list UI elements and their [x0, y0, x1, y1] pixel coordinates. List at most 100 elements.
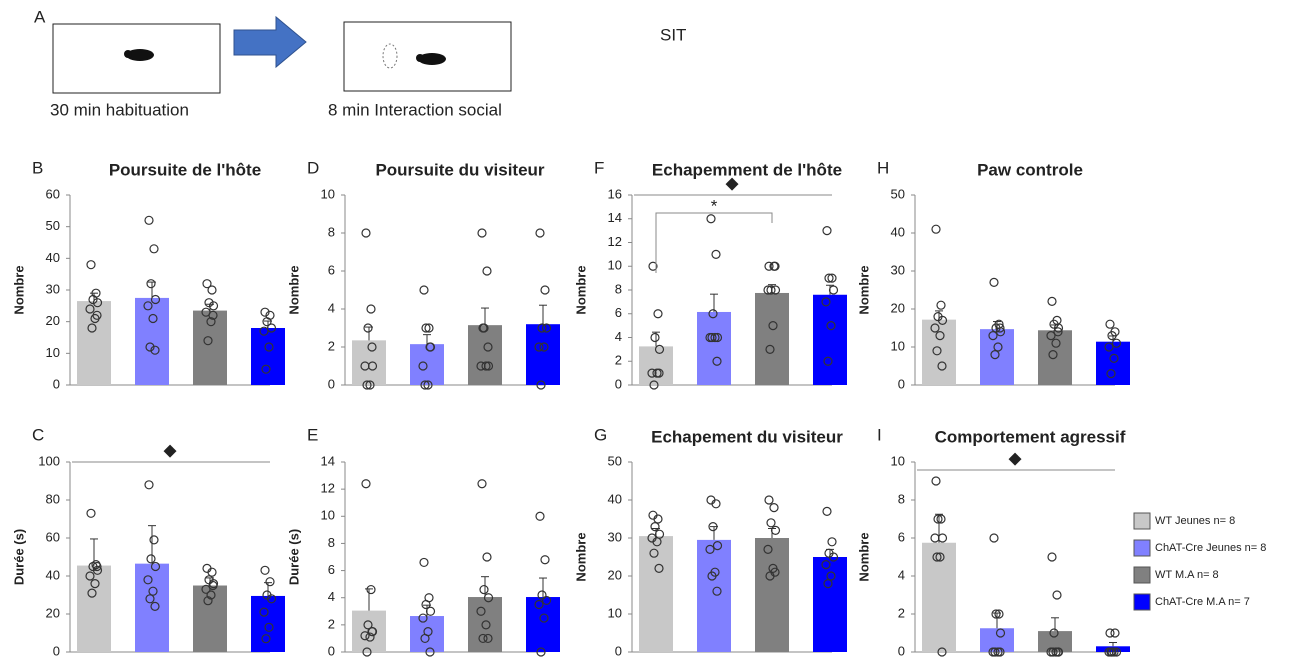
y-axis-label: Durée (s) — [286, 529, 301, 585]
data-point — [536, 380, 546, 390]
data-point — [362, 380, 372, 390]
data-point — [148, 313, 158, 324]
data-point — [937, 361, 947, 371]
data-point — [259, 607, 269, 617]
data-point — [1048, 350, 1058, 360]
data-point — [143, 301, 153, 311]
y-tick-label: 6 — [615, 305, 622, 320]
data-point — [822, 506, 832, 516]
y-axis-label: Nombre — [573, 265, 588, 314]
data-point — [537, 323, 547, 333]
data-point — [711, 499, 721, 509]
data-point — [1109, 353, 1119, 363]
data-point — [206, 590, 216, 600]
data-point — [425, 606, 436, 616]
comparison-label: ◆ — [725, 173, 739, 192]
data-point — [650, 521, 660, 532]
y-tick-label: 30 — [891, 262, 905, 277]
y-tick-label: 10 — [46, 345, 60, 360]
bar — [193, 585, 227, 652]
data-point — [654, 368, 664, 378]
data-point — [360, 361, 370, 371]
y-tick-label: 2 — [328, 338, 335, 353]
data-point — [481, 620, 491, 630]
data-point — [146, 279, 156, 289]
comparison-label: * — [711, 196, 718, 215]
y-tick-label: 20 — [46, 313, 60, 328]
data-point — [995, 628, 1006, 638]
bar — [813, 294, 847, 385]
bar — [980, 628, 1014, 652]
data-point — [763, 285, 773, 295]
data-point — [92, 565, 103, 575]
arena — [343, 21, 512, 92]
data-point — [1053, 327, 1063, 337]
data-point — [144, 215, 154, 225]
data-point — [206, 317, 216, 327]
data-point — [707, 571, 717, 581]
data-point — [1104, 342, 1114, 352]
mouse-head — [416, 54, 424, 62]
chart-title: Poursuite de l'hôte — [109, 160, 261, 179]
data-point — [1047, 552, 1057, 562]
data-point — [144, 480, 154, 490]
data-point — [419, 557, 429, 568]
data-point — [828, 552, 839, 562]
bar — [755, 538, 789, 652]
data-point — [363, 323, 373, 333]
y-tick-label: 16 — [608, 186, 622, 201]
y-tick-label: 40 — [46, 250, 60, 265]
y-axis-label: Nombre — [573, 532, 588, 581]
y-tick-label: 50 — [46, 218, 60, 233]
visitor-outline — [382, 43, 398, 69]
step-label: 8 min Interaction social — [328, 100, 502, 119]
y-tick-label: 50 — [891, 186, 905, 201]
data-point — [425, 342, 435, 352]
bar — [755, 292, 789, 385]
data-point — [476, 606, 486, 616]
data-point — [539, 613, 549, 623]
data-point — [149, 535, 159, 545]
data-point — [930, 323, 940, 333]
data-point — [361, 228, 371, 238]
y-tick-label: 0 — [615, 376, 622, 391]
data-point — [150, 345, 160, 355]
data-point — [143, 575, 153, 585]
y-tick-label: 0 — [328, 643, 335, 658]
data-point — [146, 554, 156, 564]
data-point — [262, 317, 272, 327]
data-point — [1106, 647, 1116, 657]
comparison-bracket — [655, 212, 773, 273]
data-point — [1105, 628, 1115, 638]
y-tick-label: 2 — [898, 605, 905, 620]
data-point — [145, 594, 155, 604]
data-point — [765, 344, 775, 354]
y-axis-label: Nombre — [286, 265, 301, 314]
data-point — [90, 578, 100, 589]
data-point — [203, 336, 213, 346]
data-point — [994, 609, 1004, 619]
data-point — [1052, 590, 1062, 600]
data-point — [92, 298, 103, 308]
data-point — [366, 304, 376, 314]
y-tick-label: 60 — [46, 186, 60, 201]
data-point — [931, 224, 941, 234]
y-tick-label: 14 — [608, 210, 622, 225]
data-point — [1053, 647, 1063, 657]
bar — [813, 557, 847, 652]
data-point — [649, 548, 659, 558]
data-point — [1110, 628, 1120, 638]
y-tick-label: 20 — [46, 605, 60, 620]
y-tick-label: 4 — [615, 329, 622, 344]
data-point — [260, 565, 270, 575]
data-point — [266, 594, 277, 604]
data-point — [1111, 338, 1122, 348]
data-point — [770, 567, 780, 577]
data-point — [423, 380, 433, 390]
bar — [697, 311, 731, 385]
y-tick-label: 4 — [898, 567, 905, 582]
y-tick-label: 8 — [328, 224, 335, 239]
test-label: SIT — [660, 25, 686, 44]
data-point — [420, 380, 430, 390]
data-point — [768, 321, 778, 331]
